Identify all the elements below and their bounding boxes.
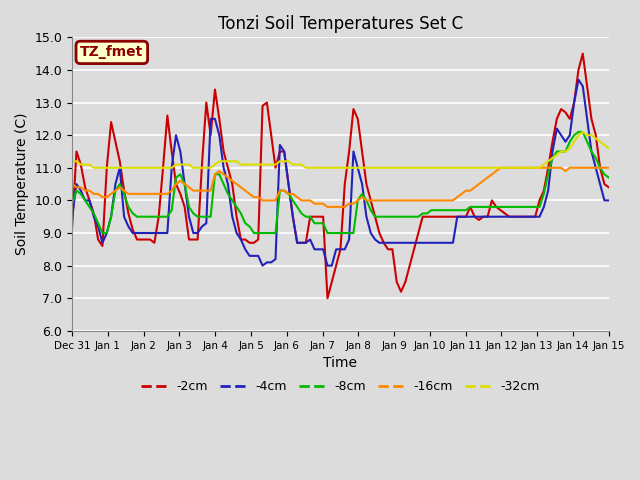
Legend: -2cm, -4cm, -8cm, -16cm, -32cm: -2cm, -4cm, -8cm, -16cm, -32cm: [136, 375, 545, 398]
Y-axis label: Soil Temperature (C): Soil Temperature (C): [15, 113, 29, 255]
Title: Tonzi Soil Temperatures Set C: Tonzi Soil Temperatures Set C: [218, 15, 463, 33]
X-axis label: Time: Time: [323, 356, 358, 370]
Text: TZ_fmet: TZ_fmet: [80, 46, 143, 60]
